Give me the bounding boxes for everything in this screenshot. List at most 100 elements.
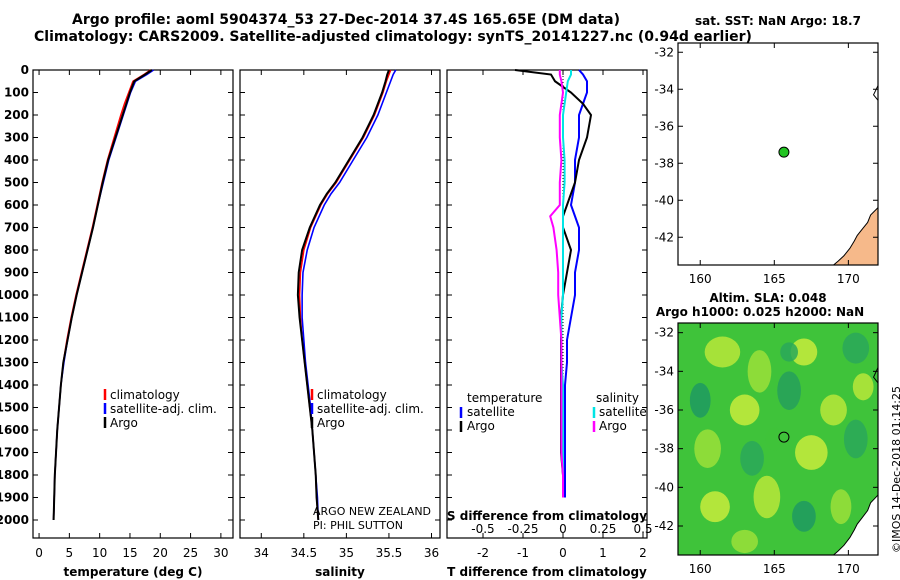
sdiff-tick-label: -0.5: [471, 522, 494, 536]
temperature-xtick-label: 5: [66, 546, 74, 560]
sla-map-title-line1: Altim. SLA: 0.048: [709, 291, 826, 305]
salinity-legend-label: Argo: [317, 416, 345, 430]
sla-eddy: [843, 419, 868, 459]
depth-tick-label: 300: [4, 131, 29, 145]
depth-tick-label: 1500: [0, 401, 29, 415]
salinity-xtick-label: 35: [339, 546, 354, 560]
sst_map-frame: [677, 42, 879, 266]
depth-tick-label: 1300: [0, 356, 29, 370]
difference-panel: -2 -1 0 1 2 T difference from climatology -0.5…: [446, 69, 653, 579]
tdiff-satellite-line: [564, 69, 588, 498]
depth-tick-label: 100: [4, 86, 29, 100]
depth-tick-label: 1400: [0, 378, 29, 392]
sst_map-xtick-label: 165: [763, 272, 786, 286]
sdiff-argo-line: [549, 70, 565, 498]
temperature-xtick-label: 25: [183, 546, 198, 560]
sla_map-ytick-label: -42: [654, 519, 674, 533]
sla-map-title-line2: Argo h1000: 0.025 h2000: NaN: [656, 305, 864, 319]
sla_map-ytick-label: -40: [654, 480, 674, 494]
sla_map-ytick-label: -38: [654, 442, 674, 456]
salinity-xtick-label: 34: [254, 546, 269, 560]
differences-xtick-label: 1: [599, 546, 607, 560]
program-credit: ARGO NEW ZEALAND: [313, 505, 432, 518]
depth-tick-label: 1800: [0, 468, 29, 482]
sla-eddy: [830, 489, 852, 525]
depth-tick-label: 700: [4, 221, 29, 235]
tdiff-legend-title: temperature: [467, 391, 542, 405]
sla_map-frame: [677, 322, 879, 556]
sla-eddy: [790, 338, 818, 366]
sdiff-legend-title: salinity: [596, 391, 639, 405]
sst-map-background: [678, 43, 878, 265]
depth-tick-label: 1000: [0, 288, 29, 302]
sla_map-ytick-label: -36: [654, 403, 674, 417]
sdiff-axis-label: S difference from climatology: [447, 509, 647, 523]
sla-eddy: [694, 429, 721, 468]
sst_map-ytick-label: -34: [654, 82, 674, 96]
differences-xtick-label: -2: [477, 546, 489, 560]
temperature-xlabel: temperature (deg C): [64, 565, 203, 579]
sla-eddy: [704, 336, 741, 368]
sla_map-xtick-label: 160: [689, 562, 712, 576]
depth-tick-label: 200: [4, 108, 29, 122]
depth-tick-label: 1900: [0, 491, 29, 505]
figure-title-line2: Climatology: CARS2009. Satellite-adjuste…: [34, 29, 752, 45]
depth-tick-label: 900: [4, 266, 29, 280]
sla-eddy: [777, 371, 801, 410]
depth-tick-label: 1200: [0, 333, 29, 347]
sdiff-tick-label: 0.25: [590, 522, 617, 536]
depth-tick-label: 0: [21, 63, 29, 77]
sla-eddy: [792, 500, 816, 532]
temperature-xtick-label: 20: [153, 546, 168, 560]
sla-eddy: [700, 491, 730, 523]
sla-eddy: [729, 394, 760, 426]
temperature-xtick-label: 15: [122, 546, 137, 560]
temperature-xtick-label: 10: [92, 546, 107, 560]
argo-location-marker-sla: [778, 431, 790, 443]
salinity-axes-frame: [239, 69, 441, 539]
pi-credit: PI: PHIL SUTTON: [313, 519, 404, 532]
sst_map-ytick-label: -42: [654, 230, 674, 244]
sla_map-ytick-label: -34: [654, 364, 674, 378]
sst_map-ytick-label: -38: [654, 156, 674, 170]
sla-eddy: [842, 332, 870, 364]
salinity-series-argo: [296, 69, 390, 521]
sla_map-xtick-label: 170: [837, 562, 860, 576]
imos-watermark: ©IMOS 14-Dec-2018 01:14:25: [890, 386, 900, 553]
sdiff-satellite-line: [560, 70, 572, 498]
sla_map-ytick-label: -32: [654, 326, 674, 340]
sst_map-xtick-label: 170: [837, 272, 860, 286]
salinity-xtick-label: 34.5: [290, 546, 317, 560]
salinity-xtick-label: 36: [424, 546, 439, 560]
depth-tick-label: 1100: [0, 311, 29, 325]
sst-map-title: sat. SST: NaN Argo: 18.7: [695, 14, 861, 28]
temperature-legend-label: Argo: [110, 416, 138, 430]
sst_map-ytick-label: -32: [654, 45, 674, 59]
sla-eddy: [740, 440, 764, 476]
sst_map-xtick-label: 160: [689, 272, 712, 286]
sla-eddy: [731, 529, 759, 554]
sdiff-tick-label: -0.25: [507, 522, 538, 536]
sla-map-panel: -32 -34 -36 -38 -40 -42 160 165 170 Altim. SLA: 0…: [654, 291, 879, 576]
sdiff-legend-label: Argo: [599, 419, 627, 433]
differences-axes-frame: [446, 69, 648, 539]
salinity-xtick-label: 35.5: [376, 546, 403, 560]
temperature-axes-frame: [32, 69, 234, 539]
temperature-legend-label: satellite-adj. clim.: [110, 402, 217, 416]
sla-eddy: [747, 350, 772, 393]
sdiff-tick-label: 0: [559, 522, 567, 536]
sst_map-ytick-label: -40: [654, 193, 674, 207]
differences-xtick-label: -1: [517, 546, 529, 560]
sst_map-coastline-north: [872, 85, 879, 101]
sla-eddy: [689, 382, 711, 418]
depth-tick-label: 2000: [0, 513, 29, 527]
salinity-legend-label: climatology: [317, 388, 387, 402]
salinity-panel: 34 34.5 35 35.5 36 salinity climatologysatelli…: [239, 69, 441, 579]
temperature-panel: 0100200300400500600700800900100011001200…: [0, 63, 234, 579]
sla_map-coastline-north: [872, 367, 879, 384]
sla-eddy: [780, 342, 798, 362]
sla-eddy: [820, 394, 847, 426]
sla-eddy: [852, 373, 874, 401]
sst-map-panel: -32 -34 -36 -38 -40 -42 160 165 170 sat. SST: NaN…: [654, 14, 879, 286]
